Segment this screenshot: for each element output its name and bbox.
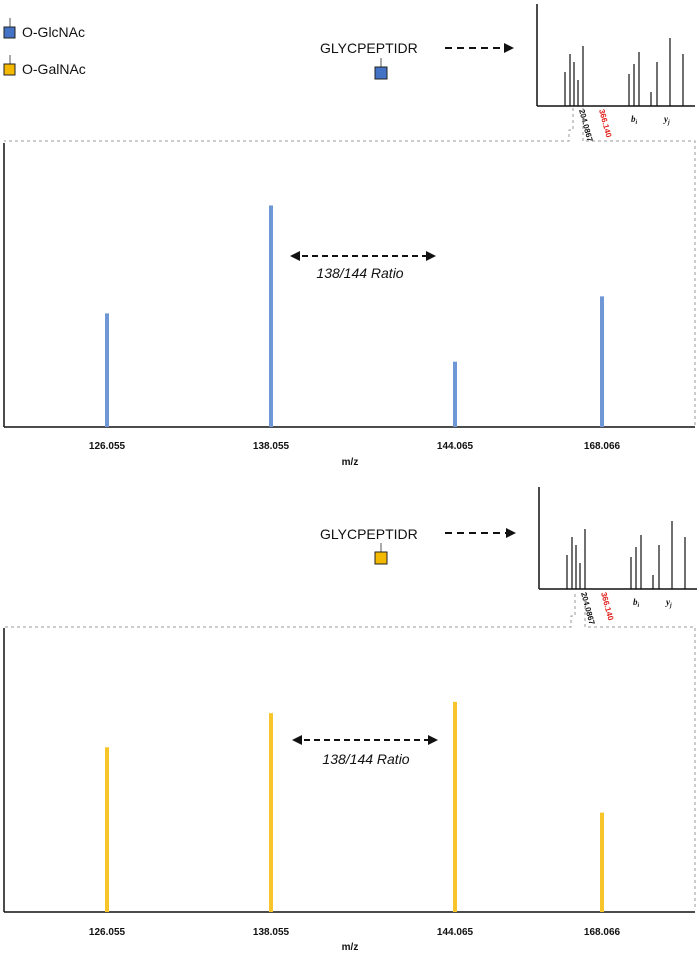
x-axis-label: m/z xyxy=(342,942,359,953)
ms-inset-bottom: 204.0867 366.140 bi yj xyxy=(538,487,697,626)
bar-168.066 xyxy=(600,812,604,912)
ms-inset-top: 204.0867 366.140 bi yj xyxy=(536,4,695,143)
zoom-connector-top xyxy=(4,108,696,425)
x-axis-label: m/z xyxy=(342,457,359,468)
inset-peak-label-highlight: 366.140 xyxy=(597,108,613,139)
peptide-group-top: GLYCPEPTIDR xyxy=(320,40,514,80)
bar-126.055 xyxy=(105,747,109,912)
chart-glcnac: 126.055 138.055 144.065 168.066 m/z 138/144… xyxy=(3,143,695,468)
glycan-square-icon xyxy=(374,66,388,80)
inset-peak-label: 204.0867 xyxy=(579,591,596,626)
x-tick-label: 138.055 xyxy=(253,441,290,452)
inset-y-ion-label: yj xyxy=(665,597,672,609)
bar-144.065 xyxy=(453,361,457,427)
bar-168.066 xyxy=(600,296,604,427)
bar-126.055 xyxy=(105,313,109,427)
zoom-connector-bottom xyxy=(4,594,696,910)
ratio-label: 138/144 Ratio xyxy=(322,751,409,767)
inset-peak-label: 204.0867 xyxy=(577,108,594,143)
legend-swatch-galnac xyxy=(3,63,16,76)
x-tick-label: 126.055 xyxy=(89,441,126,452)
peptide-label: GLYCPEPTIDR xyxy=(320,526,418,542)
glycan-square-icon xyxy=(374,551,388,565)
x-tick-label: 138.055 xyxy=(253,927,290,938)
peptide-label: GLYCPEPTIDR xyxy=(320,40,418,56)
x-tick-label: 144.065 xyxy=(437,441,474,452)
x-tick-label: 126.055 xyxy=(89,927,126,938)
bar-144.065 xyxy=(453,701,457,912)
inset-peak-label-highlight: 366.140 xyxy=(599,591,615,622)
chart-galnac: 126.055 138.055 144.065 168.066 m/z 138/144… xyxy=(3,628,695,953)
x-tick-label: 168.066 xyxy=(584,441,621,452)
peptide-group-bottom: GLYCPEPTIDR xyxy=(320,526,516,565)
bar-138.055 xyxy=(269,205,273,427)
legend-label-glcnac: O-GlcNAc xyxy=(22,24,85,40)
inset-b-ion-label: bi xyxy=(633,597,640,609)
x-tick-label: 168.066 xyxy=(584,927,621,938)
inset-b-ion-label: bi xyxy=(631,114,638,126)
legend-label-galnac: O-GalNAc xyxy=(22,61,86,77)
inset-y-ion-label: yj xyxy=(663,114,670,126)
legend: O-GlcNAc O-GalNAc xyxy=(3,18,86,77)
bar-138.055 xyxy=(269,713,273,912)
ratio-label: 138/144 Ratio xyxy=(316,265,403,281)
legend-swatch-glcnac xyxy=(3,26,16,39)
x-tick-label: 144.065 xyxy=(437,927,474,938)
